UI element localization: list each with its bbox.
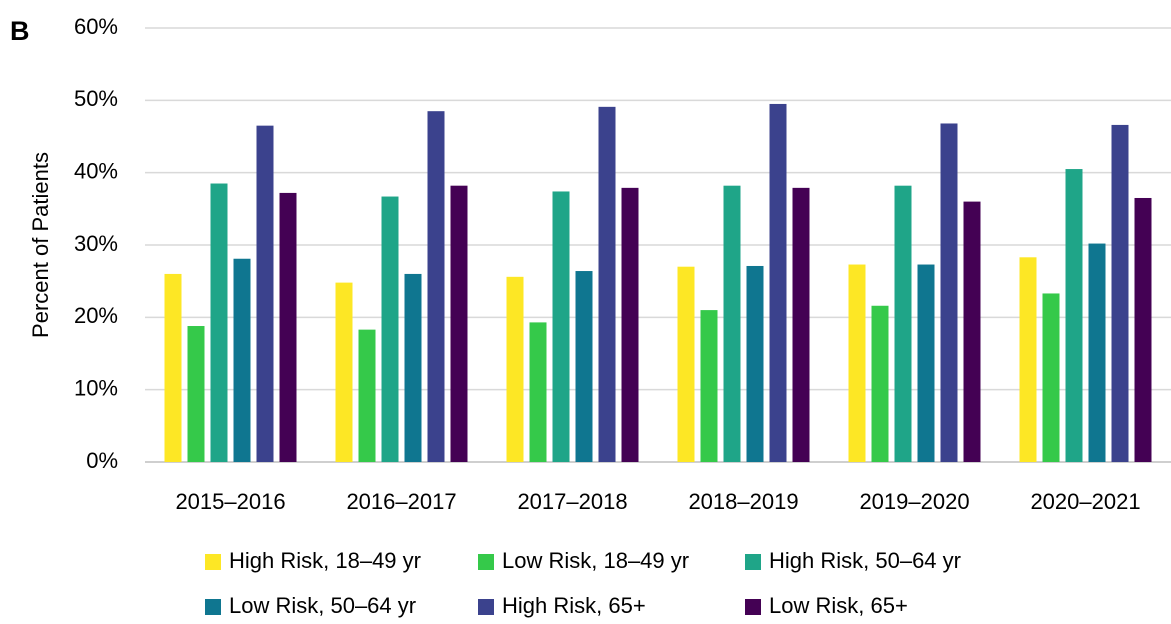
bar bbox=[529, 322, 547, 462]
y-tick-label: 60% bbox=[74, 14, 118, 39]
legend-label: High Risk, 50–64 yr bbox=[769, 548, 961, 573]
bar bbox=[164, 273, 182, 462]
x-tick-label: 2017–2018 bbox=[517, 489, 627, 514]
bar bbox=[233, 258, 251, 462]
legend-label: Low Risk, 65+ bbox=[769, 593, 908, 618]
bar bbox=[381, 196, 399, 462]
bar bbox=[404, 273, 422, 462]
bar bbox=[1042, 293, 1060, 462]
legend-swatch bbox=[478, 599, 494, 615]
legend-label: High Risk, 65+ bbox=[502, 593, 646, 618]
bar bbox=[1065, 169, 1083, 463]
legend-swatch bbox=[745, 554, 761, 570]
bar bbox=[210, 183, 228, 462]
bar bbox=[963, 201, 981, 462]
bar bbox=[769, 103, 787, 462]
legend-swatch bbox=[478, 554, 494, 570]
x-tick-label: 2019–2020 bbox=[859, 489, 969, 514]
bar bbox=[256, 125, 274, 463]
bar bbox=[1088, 243, 1106, 462]
bar bbox=[848, 264, 866, 462]
bar bbox=[723, 185, 741, 463]
bar bbox=[598, 106, 616, 463]
legend-label: Low Risk, 50–64 yr bbox=[229, 593, 416, 618]
bar bbox=[1019, 257, 1037, 462]
bar bbox=[552, 191, 570, 462]
bar bbox=[917, 264, 935, 462]
bar bbox=[792, 187, 810, 462]
bar bbox=[1134, 197, 1152, 462]
bar bbox=[677, 266, 695, 462]
legend-label: Low Risk, 18–49 yr bbox=[502, 548, 689, 573]
bar bbox=[746, 265, 764, 462]
bar bbox=[335, 282, 353, 462]
x-tick-label: 2015–2016 bbox=[175, 489, 285, 514]
y-tick-label: 30% bbox=[74, 231, 118, 256]
y-tick-label: 10% bbox=[74, 375, 118, 400]
bar bbox=[187, 326, 205, 462]
bar bbox=[279, 192, 297, 463]
bar bbox=[450, 185, 468, 463]
y-tick-label: 0% bbox=[86, 448, 118, 473]
legend-label: High Risk, 18–49 yr bbox=[229, 548, 421, 573]
bar bbox=[940, 123, 958, 462]
bar bbox=[621, 187, 639, 462]
y-tick-label: 40% bbox=[74, 158, 118, 183]
legend-swatch bbox=[205, 554, 221, 570]
x-tick-label: 2016–2017 bbox=[346, 489, 456, 514]
bar bbox=[506, 276, 524, 462]
panel-label: B bbox=[10, 16, 30, 46]
bar bbox=[1111, 124, 1129, 462]
y-tick-label: 20% bbox=[74, 303, 118, 328]
y-axis-title: Percent of Patients bbox=[28, 152, 53, 338]
y-tick-label: 50% bbox=[74, 86, 118, 111]
bar bbox=[871, 305, 889, 462]
x-tick-label: 2018–2019 bbox=[688, 489, 798, 514]
bar bbox=[894, 185, 912, 463]
bar bbox=[427, 111, 445, 462]
bar bbox=[358, 329, 376, 462]
legend-swatch bbox=[745, 599, 761, 615]
x-tick-label: 2020–2021 bbox=[1030, 489, 1140, 514]
bar bbox=[700, 310, 718, 462]
bar bbox=[575, 271, 593, 462]
legend-swatch bbox=[205, 599, 221, 615]
